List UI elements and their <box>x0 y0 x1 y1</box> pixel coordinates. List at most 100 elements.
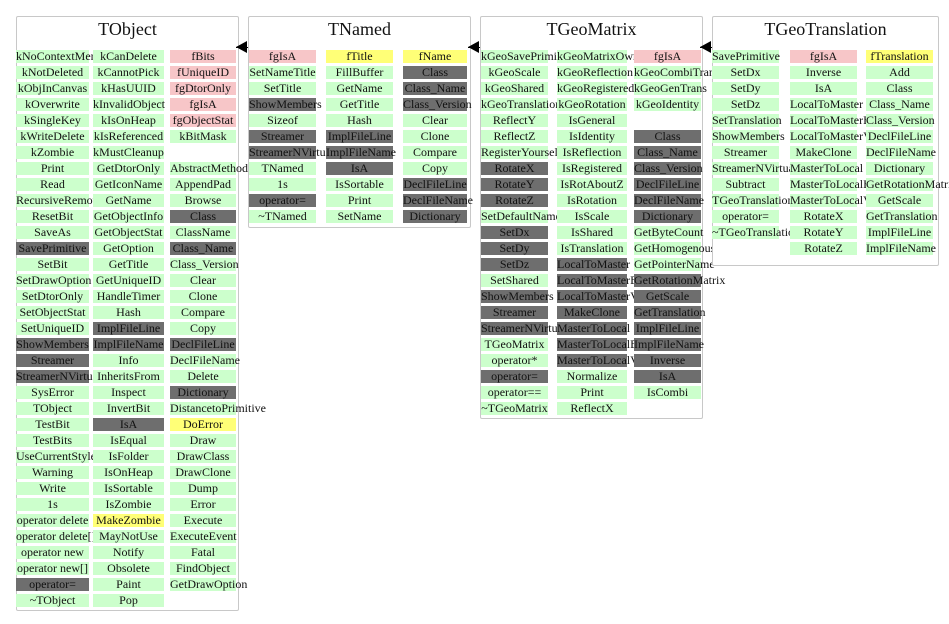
member-getoption[interactable]: GetOption <box>93 242 164 255</box>
member-error[interactable]: Error <box>170 498 236 511</box>
member-isregistered[interactable]: IsRegistered <box>557 162 627 175</box>
member-fillbuffer[interactable]: FillBuffer <box>326 66 393 79</box>
member-knocontextmenu[interactable]: kNoContextMenu <box>16 49 103 63</box>
member-setdy[interactable]: SetDy <box>712 82 779 95</box>
member-findobject[interactable]: FindObject <box>170 562 236 575</box>
member-showmembers[interactable]: ShowMembers <box>249 97 322 111</box>
member-resetbit[interactable]: ResetBit <box>16 210 89 223</box>
member-abstractmethod[interactable]: AbstractMethod <box>170 161 248 175</box>
member-makeclone[interactable]: MakeClone <box>790 146 857 159</box>
member-operator[interactable]: operator= <box>16 578 89 591</box>
member-implfileline[interactable]: ImplFileLine <box>866 225 933 239</box>
member-copy[interactable]: Copy <box>403 162 467 175</box>
member-rotatey[interactable]: RotateY <box>790 226 857 239</box>
member-gethomogenousmatrix[interactable]: GetHomogenousMatrix <box>634 241 748 255</box>
member-drawclone[interactable]: DrawClone <box>170 466 236 479</box>
member-delete[interactable]: Delete <box>170 370 236 383</box>
member-isa[interactable]: IsA <box>634 370 701 383</box>
member-tnamed[interactable]: ~TNamed <box>249 210 316 223</box>
member-fgisa[interactable]: fgIsA <box>170 98 236 111</box>
member-reflectz[interactable]: ReflectZ <box>481 130 548 143</box>
member-getscale[interactable]: GetScale <box>634 290 701 303</box>
member-dictionary[interactable]: Dictionary <box>403 210 467 223</box>
member-inverse[interactable]: Inverse <box>634 354 701 367</box>
member-clear[interactable]: Clear <box>403 114 467 127</box>
member-setbit[interactable]: SetBit <box>16 258 89 271</box>
member-getbytecount[interactable]: GetByteCount <box>634 225 704 239</box>
member-tgeomatrix[interactable]: TGeoMatrix <box>481 338 548 351</box>
member-kobjincanvas[interactable]: kObjInCanvas <box>16 81 89 95</box>
member-obsolete[interactable]: Obsolete <box>93 562 164 575</box>
member-setnametitle[interactable]: SetNameTitle <box>249 65 316 79</box>
member-getdtoronly[interactable]: GetDtorOnly <box>93 162 164 175</box>
member-compare[interactable]: Compare <box>170 306 236 319</box>
member-dictionary[interactable]: Dictionary <box>866 162 933 175</box>
member-compare[interactable]: Compare <box>403 146 467 159</box>
member-add[interactable]: Add <box>866 66 933 79</box>
member-setshared[interactable]: SetShared <box>481 274 548 287</box>
member-declfilename[interactable]: DeclFileName <box>634 193 704 207</box>
member-sizeof[interactable]: Sizeof <box>249 114 316 127</box>
member-knotdeleted[interactable]: kNotDeleted <box>16 66 89 79</box>
member-distancetoprimitive[interactable]: DistancetoPrimitive <box>170 401 266 415</box>
member-browse[interactable]: Browse <box>170 194 236 207</box>
member-mastertolocalvect[interactable]: MasterToLocalVect <box>790 193 885 207</box>
member-isrotaboutz[interactable]: IsRotAboutZ <box>557 178 627 191</box>
member-kgeoscale[interactable]: kGeoScale <box>481 66 548 79</box>
member-istranslation[interactable]: IsTranslation <box>557 242 627 255</box>
member-getname[interactable]: GetName <box>326 82 393 95</box>
member-declfileline[interactable]: DeclFileLine <box>403 177 467 191</box>
member-tgeotranslation[interactable]: TGeoTranslation <box>712 193 794 207</box>
member-operator[interactable]: operator* <box>481 354 548 367</box>
member-print[interactable]: Print <box>16 162 89 175</box>
member-setobjectstat[interactable]: SetObjectStat <box>16 306 89 319</box>
member-implfilename[interactable]: ImplFileName <box>326 145 396 159</box>
member-showmembers[interactable]: ShowMembers <box>481 289 554 303</box>
member-class-version[interactable]: Class_Version <box>170 257 239 271</box>
member-inspect[interactable]: Inspect <box>93 386 164 399</box>
member-geticonname[interactable]: GetIconName <box>93 177 164 191</box>
member-isshared[interactable]: IsShared <box>557 226 627 239</box>
member-rotatey[interactable]: RotateY <box>481 178 548 191</box>
member-invertbit[interactable]: InvertBit <box>93 402 164 415</box>
member-saveprimitive[interactable]: SavePrimitive <box>712 49 780 63</box>
member-kbitmask[interactable]: kBitMask <box>170 130 236 143</box>
member-streamer[interactable]: Streamer <box>481 306 548 319</box>
member-fgisa[interactable]: fgIsA <box>249 50 316 63</box>
member-implfilename[interactable]: ImplFileName <box>93 337 164 351</box>
member-fname[interactable]: fName <box>403 50 467 63</box>
member-isa[interactable]: IsA <box>93 418 164 431</box>
member-class-name[interactable]: Class_Name <box>634 146 701 159</box>
member-localtomaster[interactable]: LocalToMaster <box>790 97 864 111</box>
member-appendpad[interactable]: AppendPad <box>170 178 236 191</box>
member-recursiveremove[interactable]: RecursiveRemove <box>16 193 104 207</box>
member-write[interactable]: Write <box>16 482 89 495</box>
member-saveas[interactable]: SaveAs <box>16 226 89 239</box>
member-kzombie[interactable]: kZombie <box>16 146 89 159</box>
member-execute[interactable]: Execute <box>170 514 236 527</box>
member-class[interactable]: Class <box>634 130 701 143</box>
member-fbits[interactable]: fBits <box>170 50 236 63</box>
member-gettitle[interactable]: GetTitle <box>93 258 164 271</box>
member-testbit[interactable]: TestBit <box>16 418 89 431</box>
member-mastertolocalbomb[interactable]: MasterToLocalBomb <box>790 177 893 191</box>
member-getrotationmatrix[interactable]: GetRotationMatrix <box>866 177 949 191</box>
member-clone[interactable]: Clone <box>403 130 467 143</box>
member-mastertolocal[interactable]: MasterToLocal <box>790 161 864 175</box>
member-kgeogentrans[interactable]: kGeoGenTrans <box>634 81 707 95</box>
member-declfilename[interactable]: DeclFileName <box>170 353 240 367</box>
member-rotatex[interactable]: RotateX <box>790 210 857 223</box>
member-getrotationmatrix[interactable]: GetRotationMatrix <box>634 273 726 287</box>
member-ksinglekey[interactable]: kSingleKey <box>16 114 89 127</box>
member-reflectx[interactable]: ReflectX <box>557 402 627 415</box>
member-funiqueid[interactable]: fUniqueID <box>170 66 236 79</box>
member-clear[interactable]: Clear <box>170 274 236 287</box>
member-class-version[interactable]: Class_Version <box>403 97 472 111</box>
member-setdy[interactable]: SetDy <box>481 242 548 255</box>
member-getpointername[interactable]: GetPointerName <box>634 257 715 271</box>
member-class[interactable]: Class <box>170 210 236 223</box>
member-pop[interactable]: Pop <box>93 594 164 607</box>
member-reflecty[interactable]: ReflectY <box>481 114 548 127</box>
member-setuniqueid[interactable]: SetUniqueID <box>16 322 89 335</box>
member-kmustcleanup[interactable]: kMustCleanup <box>93 145 164 159</box>
